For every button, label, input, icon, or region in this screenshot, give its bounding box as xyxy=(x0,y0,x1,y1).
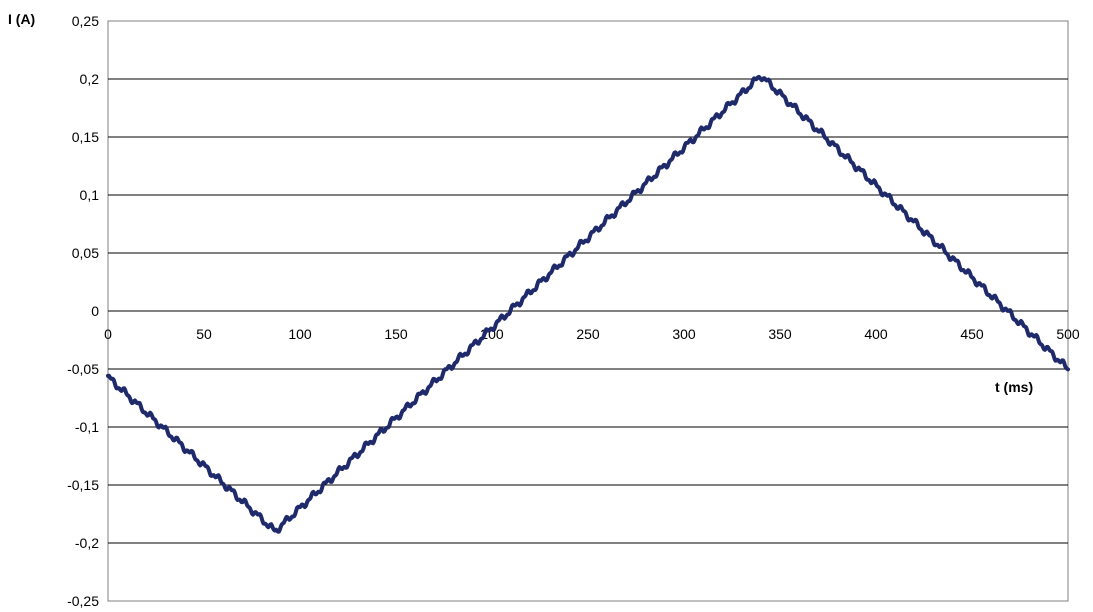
y-tick-label: 0,2 xyxy=(80,71,100,87)
y-tick-label: -0,15 xyxy=(67,477,99,493)
y-tick-label: 0,25 xyxy=(72,13,99,29)
y-tick-label: 0,05 xyxy=(72,245,99,261)
y-tick-label: 0,1 xyxy=(80,187,100,203)
x-tick-label: 50 xyxy=(196,326,212,342)
gridlines xyxy=(108,78,1068,544)
y-tick-label: -0,2 xyxy=(75,535,99,551)
x-tick-labels: 0 50 100 150 200 250 300 350 400 450 500 xyxy=(104,326,1080,342)
x-tick-label: 150 xyxy=(384,326,408,342)
x-tick-label: 100 xyxy=(288,326,312,342)
y-tick-label: -0,1 xyxy=(75,419,99,435)
x-axis-title: t (ms) xyxy=(995,379,1033,395)
x-tick-label: 500 xyxy=(1056,326,1080,342)
y-tick-label: -0,25 xyxy=(67,593,99,609)
current-series-line xyxy=(106,74,1070,534)
y-axis-title: I (A) xyxy=(8,11,35,27)
y-tick-labels: 0,25 0,2 0,15 0,1 0,05 0 -0,05 -0,1 -0,15 -0,2 -0,… xyxy=(67,13,99,609)
x-tick-label: 450 xyxy=(960,326,984,342)
x-tick-label: 400 xyxy=(864,326,888,342)
x-tick-label: 250 xyxy=(576,326,600,342)
x-tick-label: 0 xyxy=(104,326,112,342)
x-tick-label: 300 xyxy=(672,326,696,342)
y-tick-label: -0,05 xyxy=(67,361,99,377)
y-tick-label: 0 xyxy=(91,303,99,319)
y-tick-label: 0,15 xyxy=(72,129,99,145)
x-tick-label: 350 xyxy=(768,326,792,342)
